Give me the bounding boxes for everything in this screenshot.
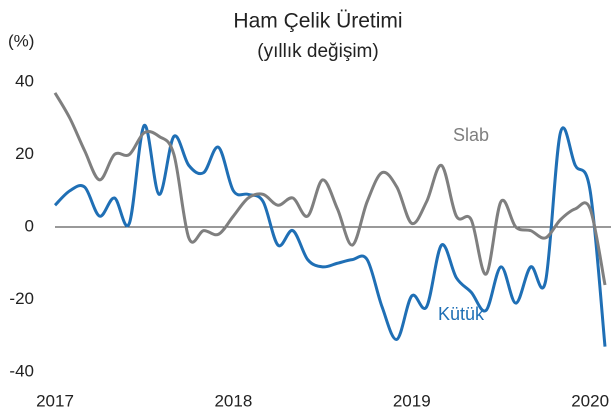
chart-title: Ham Çelik Üretimi [233, 10, 402, 33]
series-label: Kütük [438, 304, 485, 324]
x-tick-label: 2019 [393, 391, 431, 410]
x-tick-label: 2018 [214, 391, 252, 410]
chart-subtitle: (yıllık değişim) [257, 41, 378, 62]
y-axis-label: (%) [8, 31, 34, 50]
y-tick-label: -20 [9, 289, 34, 308]
x-tick-label: 2017 [36, 391, 74, 410]
y-tick-label: -40 [9, 361, 34, 380]
line-series [53, 123, 607, 347]
x-tick-label: 2020 [571, 391, 609, 410]
y-tick-label: 0 [25, 216, 34, 235]
y-tick-label: 40 [15, 71, 34, 90]
y-tick-label: 20 [15, 144, 34, 163]
series-label: Slab [453, 125, 489, 145]
line-series [53, 92, 607, 286]
